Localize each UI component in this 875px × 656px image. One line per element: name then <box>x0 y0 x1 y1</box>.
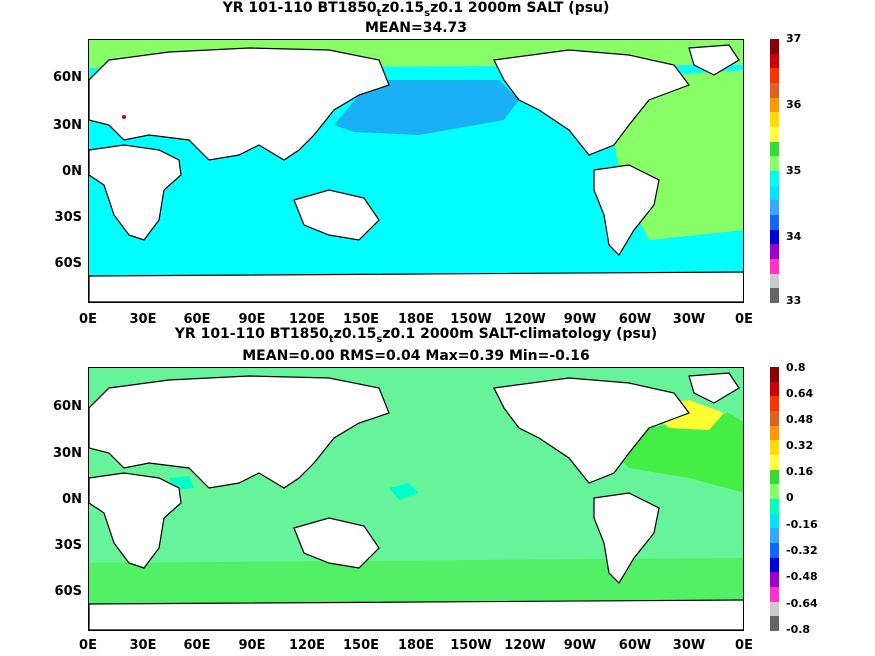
colorbar-swatch <box>770 411 779 427</box>
colorbar-swatch <box>770 288 779 304</box>
lon-label: 90W <box>563 312 597 327</box>
map1-plot <box>88 39 744 303</box>
lon-label: 120W <box>504 638 546 653</box>
colorbar-swatch <box>770 528 779 544</box>
lon-label: 0E <box>79 638 97 653</box>
lon-label: 150E <box>342 312 380 327</box>
colorbar-label: -0.8 <box>786 623 811 636</box>
lon-label: 60E <box>183 312 211 327</box>
lon-label: 30E <box>129 312 157 327</box>
colorbar-swatch <box>770 39 779 55</box>
colorbar-swatch <box>770 572 779 588</box>
colorbar-label: 37 <box>786 32 802 45</box>
colorbar-label: -0.16 <box>786 518 818 531</box>
lon-label: 180E <box>397 312 435 327</box>
lon-label: 90E <box>238 638 266 653</box>
colorbar-swatch <box>770 484 779 500</box>
lon-label: 90E <box>238 312 266 327</box>
lon-label: 30W <box>672 638 706 653</box>
lat-label: 30N <box>53 446 82 461</box>
lat-label: 0N <box>62 492 82 507</box>
colorbar-swatch <box>770 244 779 260</box>
lon-label: 0E <box>79 312 97 327</box>
lon-label: 60W <box>618 638 652 653</box>
lon-label: 60W <box>618 312 652 327</box>
lat-label: 60N <box>53 70 82 85</box>
colorbar-swatch <box>770 455 779 471</box>
map1-subtitle: MEAN=34.73 <box>364 20 468 36</box>
lon-label: 120E <box>288 312 326 327</box>
colorbar-label: 0.64 <box>786 387 814 400</box>
colorbar-swatch <box>770 171 779 187</box>
lat-label: 60S <box>54 256 82 271</box>
colorbar-swatch <box>770 469 779 485</box>
colorbar-swatch <box>770 543 779 559</box>
colorbar-label: 33 <box>786 294 802 307</box>
map2-subtitle: MEAN=0.00 RMS=0.04 Max=0.39 Min=-0.16 <box>242 348 590 364</box>
colorbar-swatch <box>770 185 779 201</box>
colorbar-swatch <box>770 215 779 231</box>
lat-label: 30S <box>54 538 82 553</box>
colorbar-swatch <box>770 141 779 157</box>
colorbar-label: -0.48 <box>786 570 818 583</box>
map2-colorbar <box>770 367 779 632</box>
lat-label: 0N <box>62 164 82 179</box>
colorbar-swatch <box>770 156 779 172</box>
lat-label: 30S <box>54 210 82 225</box>
colorbar-label: 0.16 <box>786 465 814 478</box>
colorbar-swatch <box>770 440 779 456</box>
map1-field <box>89 40 743 302</box>
colorbar-label: 36 <box>786 98 802 111</box>
lon-label: 150E <box>342 638 380 653</box>
lon-label: 0E <box>735 312 753 327</box>
colorbar-swatch <box>770 200 779 216</box>
colorbar-swatch <box>770 513 779 529</box>
lon-label: 180E <box>397 638 435 653</box>
lon-label: 30E <box>129 638 157 653</box>
map2-field <box>89 368 743 630</box>
colorbar-swatch <box>770 381 779 397</box>
colorbar-swatch <box>770 273 779 289</box>
colorbar-swatch <box>770 127 779 143</box>
lat-label: 60N <box>53 399 82 414</box>
colorbar-swatch <box>770 499 779 515</box>
colorbar-swatch <box>770 616 779 632</box>
lat-label: 30N <box>53 118 82 133</box>
lon-label: 90W <box>563 638 597 653</box>
colorbar-swatch <box>770 112 779 128</box>
colorbar-swatch <box>770 53 779 69</box>
lon-label: 30W <box>672 312 706 327</box>
lon-label: 150W <box>450 638 492 653</box>
map1-title: YR 101-110 BT1850tz0.15sz0.1 2000m SALT … <box>222 0 610 19</box>
colorbar-swatch <box>770 68 779 84</box>
lon-label: 150W <box>450 312 492 327</box>
lon-label: 120W <box>504 312 546 327</box>
map1-colorbar <box>770 39 779 304</box>
colorbar-swatch <box>770 83 779 99</box>
colorbar-swatch <box>770 367 779 383</box>
colorbar-swatch <box>770 425 779 441</box>
lon-label: 60E <box>183 638 211 653</box>
colorbar-swatch <box>770 259 779 275</box>
colorbar-label: 0 <box>786 491 794 504</box>
lon-label: 120E <box>288 638 326 653</box>
colorbar-swatch <box>770 557 779 573</box>
colorbar-swatch <box>770 229 779 245</box>
colorbar-swatch <box>770 587 779 603</box>
colorbar-label: -0.32 <box>786 544 818 557</box>
colorbar-label: 0.8 <box>786 361 806 374</box>
colorbar-label: -0.64 <box>786 597 818 610</box>
map2-plot <box>88 367 744 631</box>
map2-title: YR 101-110 BT1850tz0.15sz0.1 2000m SALT-… <box>174 326 658 345</box>
colorbar-swatch <box>770 601 779 617</box>
lat-label: 60S <box>54 584 82 599</box>
colorbar-swatch <box>770 97 779 113</box>
colorbar-label: 35 <box>786 164 802 177</box>
colorbar-label: 0.48 <box>786 413 814 426</box>
colorbar-label: 0.32 <box>786 439 814 452</box>
colorbar-label: 34 <box>786 230 802 243</box>
colorbar-swatch <box>770 396 779 412</box>
lon-label: 0E <box>735 638 753 653</box>
